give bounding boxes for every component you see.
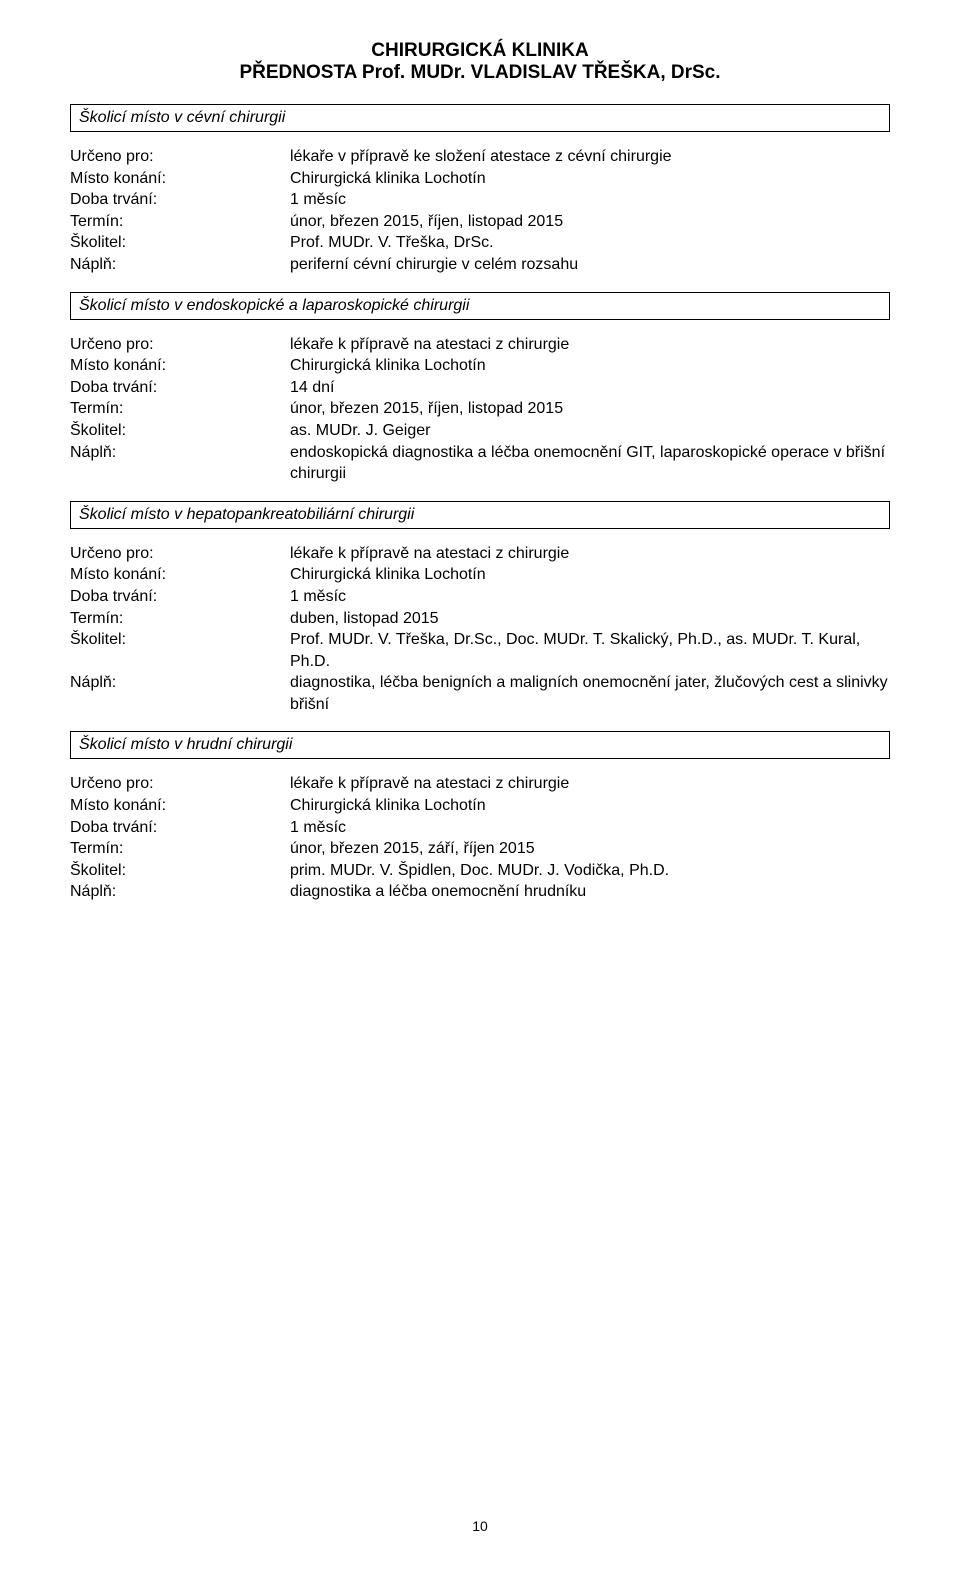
field-row: Doba trvání: 1 měsíc: [70, 817, 890, 839]
field-label-skolitel: Školitel:: [70, 420, 290, 442]
field-label-urceno: Určeno pro:: [70, 146, 290, 168]
field-value-doba: 1 měsíc: [290, 817, 890, 839]
field-label-misto: Místo konání:: [70, 795, 290, 817]
section-fields-1: Určeno pro: lékaře v přípravě ke složení…: [70, 146, 890, 276]
field-label-misto: Místo konání:: [70, 168, 290, 190]
field-row: Určeno pro: lékaře k přípravě na atestac…: [70, 773, 890, 795]
field-label-misto: Místo konání:: [70, 355, 290, 377]
field-row: Doba trvání: 1 měsíc: [70, 189, 890, 211]
field-value-skolitel: prim. MUDr. V. Špidlen, Doc. MUDr. J. Vo…: [290, 860, 890, 882]
page-number: 10: [0, 1518, 960, 1534]
field-row: Určeno pro: lékaře k přípravě na atestac…: [70, 543, 890, 565]
section-title-1: Školicí místo v cévní chirurgii: [70, 104, 890, 132]
field-label-doba: Doba trvání:: [70, 189, 290, 211]
field-label-termin: Termín:: [70, 608, 290, 630]
field-row: Náplň: diagnostika, léčba benigních a ma…: [70, 672, 890, 715]
field-value-skolitel: as. MUDr. J. Geiger: [290, 420, 890, 442]
field-value-napln: endoskopická diagnostika a léčba onemocn…: [290, 442, 890, 485]
field-label-termin: Termín:: [70, 838, 290, 860]
section-title-4: Školicí místo v hrudní chirurgii: [70, 731, 890, 759]
field-label-urceno: Určeno pro:: [70, 773, 290, 795]
field-value-doba: 14 dní: [290, 377, 890, 399]
field-row: Školitel: Prof. MUDr. V. Třeška, Dr.Sc.,…: [70, 629, 890, 672]
field-value-urceno: lékaře v přípravě ke složení atestace z …: [290, 146, 890, 168]
field-label-skolitel: Školitel:: [70, 232, 290, 254]
field-value-napln: periferní cévní chirurgie v celém rozsah…: [290, 254, 890, 276]
field-value-napln: diagnostika, léčba benigních a maligních…: [290, 672, 890, 715]
field-row: Místo konání: Chirurgická klinika Lochot…: [70, 564, 890, 586]
field-row: Termín: únor, březen 2015, září, říjen 2…: [70, 838, 890, 860]
field-value-urceno: lékaře k přípravě na atestaci z chirurgi…: [290, 334, 890, 356]
field-label-termin: Termín:: [70, 398, 290, 420]
field-label-napln: Náplň:: [70, 672, 290, 715]
field-row: Školitel: Prof. MUDr. V. Třeška, DrSc.: [70, 232, 890, 254]
field-value-termin: únor, březen 2015, září, říjen 2015: [290, 838, 890, 860]
document-header: CHIRURGICKÁ KLINIKA PŘEDNOSTA Prof. MUDr…: [70, 40, 890, 84]
field-row: Náplň: diagnostika a léčba onemocnění hr…: [70, 881, 890, 903]
field-value-misto: Chirurgická klinika Lochotín: [290, 795, 890, 817]
field-row: Termín: únor, březen 2015, říjen, listop…: [70, 211, 890, 233]
field-value-napln: diagnostika a léčba onemocnění hrudníku: [290, 881, 890, 903]
field-value-termin: duben, listopad 2015: [290, 608, 890, 630]
field-value-misto: Chirurgická klinika Lochotín: [290, 355, 890, 377]
field-value-termin: únor, březen 2015, říjen, listopad 2015: [290, 211, 890, 233]
section-fields-3: Určeno pro: lékaře k přípravě na atestac…: [70, 543, 890, 716]
field-row: Místo konání: Chirurgická klinika Lochot…: [70, 355, 890, 377]
section-fields-4: Určeno pro: lékaře k přípravě na atestac…: [70, 773, 890, 903]
header-subtitle: PŘEDNOSTA Prof. MUDr. VLADISLAV TŘEŠKA, …: [70, 62, 890, 84]
field-value-misto: Chirurgická klinika Lochotín: [290, 564, 890, 586]
field-row: Doba trvání: 14 dní: [70, 377, 890, 399]
field-label-napln: Náplň:: [70, 254, 290, 276]
field-row: Místo konání: Chirurgická klinika Lochot…: [70, 795, 890, 817]
field-row: Místo konání: Chirurgická klinika Lochot…: [70, 168, 890, 190]
field-row: Školitel: as. MUDr. J. Geiger: [70, 420, 890, 442]
field-label-misto: Místo konání:: [70, 564, 290, 586]
field-value-skolitel: Prof. MUDr. V. Třeška, DrSc.: [290, 232, 890, 254]
field-label-napln: Náplň:: [70, 442, 290, 485]
field-value-urceno: lékaře k přípravě na atestaci z chirurgi…: [290, 773, 890, 795]
field-value-doba: 1 měsíc: [290, 189, 890, 211]
field-row: Určeno pro: lékaře k přípravě na atestac…: [70, 334, 890, 356]
field-row: Doba trvání: 1 měsíc: [70, 586, 890, 608]
field-label-urceno: Určeno pro:: [70, 334, 290, 356]
field-row: Náplň: periferní cévní chirurgie v celém…: [70, 254, 890, 276]
field-label-napln: Náplň:: [70, 881, 290, 903]
header-title: CHIRURGICKÁ KLINIKA: [70, 40, 890, 62]
field-label-doba: Doba trvání:: [70, 586, 290, 608]
section-title-3: Školicí místo v hepatopankreatobiliární …: [70, 501, 890, 529]
field-label-skolitel: Školitel:: [70, 860, 290, 882]
field-label-doba: Doba trvání:: [70, 817, 290, 839]
field-row: Termín: únor, březen 2015, říjen, listop…: [70, 398, 890, 420]
field-value-doba: 1 měsíc: [290, 586, 890, 608]
section-title-2: Školicí místo v endoskopické a laparosko…: [70, 292, 890, 320]
section-fields-2: Určeno pro: lékaře k přípravě na atestac…: [70, 334, 890, 485]
field-row: Termín: duben, listopad 2015: [70, 608, 890, 630]
field-value-termin: únor, březen 2015, říjen, listopad 2015: [290, 398, 890, 420]
field-label-termin: Termín:: [70, 211, 290, 233]
field-row: Školitel: prim. MUDr. V. Špidlen, Doc. M…: [70, 860, 890, 882]
field-label-urceno: Určeno pro:: [70, 543, 290, 565]
field-label-skolitel: Školitel:: [70, 629, 290, 672]
field-value-misto: Chirurgická klinika Lochotín: [290, 168, 890, 190]
field-row: Náplň: endoskopická diagnostika a léčba …: [70, 442, 890, 485]
field-row: Určeno pro: lékaře v přípravě ke složení…: [70, 146, 890, 168]
field-value-skolitel: Prof. MUDr. V. Třeška, Dr.Sc., Doc. MUDr…: [290, 629, 890, 672]
field-label-doba: Doba trvání:: [70, 377, 290, 399]
field-value-urceno: lékaře k přípravě na atestaci z chirurgi…: [290, 543, 890, 565]
